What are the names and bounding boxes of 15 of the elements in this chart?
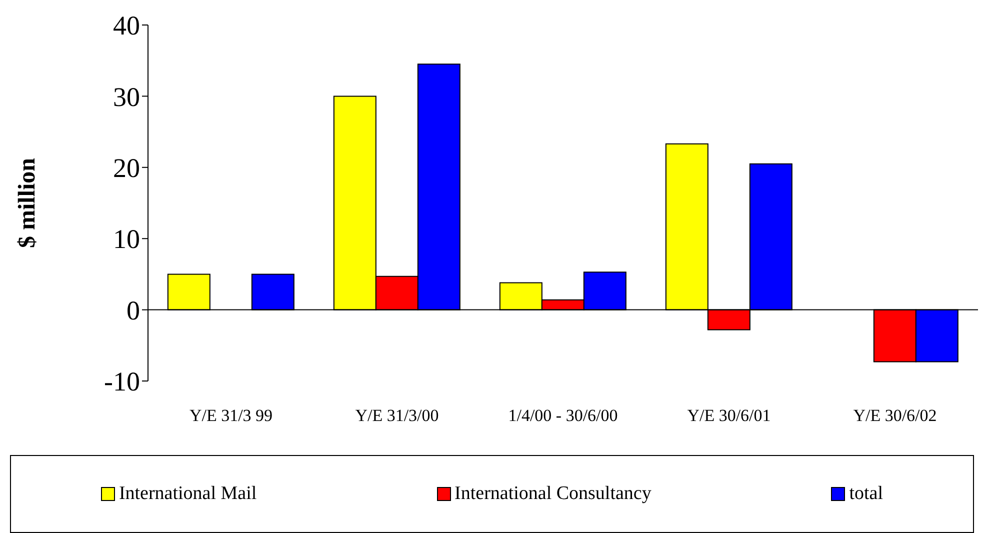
y-axis-title: $ million: [14, 158, 41, 248]
x-tick-label: Y/E 30/6/02: [853, 406, 937, 426]
x-tick-label: Y/E 31/3 99: [189, 406, 273, 426]
y-tick-label: 10: [113, 224, 140, 254]
x-tick-label: Y/E 30/6/01: [687, 406, 771, 426]
y-tick-label: 30: [113, 82, 140, 112]
y-tick-label: 0: [126, 295, 140, 326]
legend-label: International Mail: [118, 483, 257, 505]
legend-label: International Consultancy: [454, 483, 652, 505]
y-tick-label: -10: [104, 366, 140, 397]
y-tick-label: 20: [113, 152, 140, 183]
x-tick-label: 1/4/00 - 30/6/00: [508, 406, 618, 426]
y-tick-label: 40: [113, 10, 140, 41]
legend-label: total: [848, 483, 884, 505]
x-tick-label: Y/E 31/3/00: [355, 406, 439, 426]
